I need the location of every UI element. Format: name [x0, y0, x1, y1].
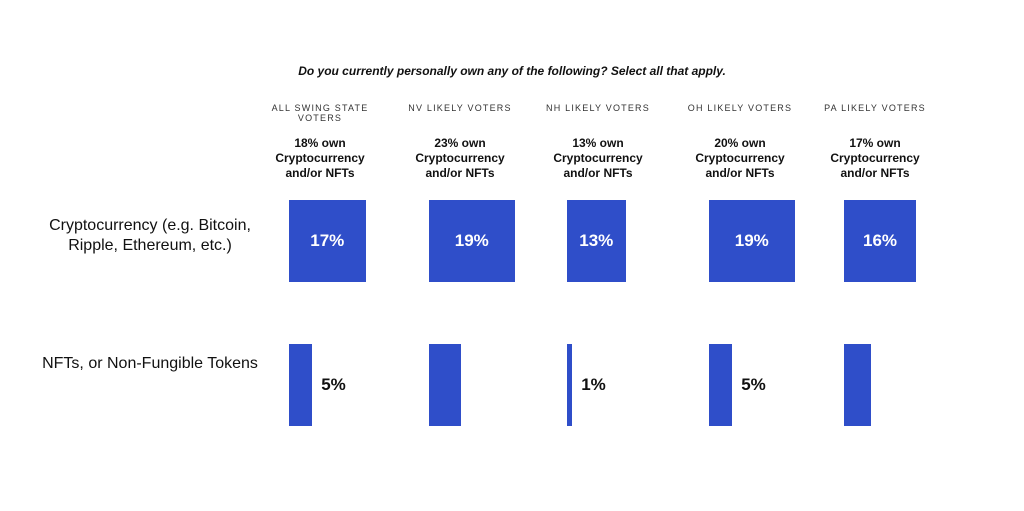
value-label: 19% — [734, 231, 769, 250]
bar — [429, 344, 461, 426]
value-label: 17% — [310, 231, 345, 250]
column-header: NH LIKELY VOTERS — [546, 103, 650, 113]
value-label: 13% — [579, 231, 614, 250]
bar — [709, 200, 795, 282]
bar — [567, 200, 626, 282]
chart-title: Do you currently personally own any of t… — [298, 64, 726, 78]
column-note: 20% own Cryptocurrency and/or NFTs — [695, 136, 785, 180]
bar — [289, 200, 366, 282]
row-label: Cryptocurrency (e.g. Bitcoin, Ripple, Et… — [49, 217, 251, 254]
column-note: 23% own Cryptocurrency and/or NFTs — [415, 136, 505, 180]
column-header: OH LIKELY VOTERS — [687, 103, 793, 113]
column-header: NV LIKELY VOTERS — [408, 103, 512, 113]
bar — [429, 200, 515, 282]
bar — [844, 344, 871, 426]
bar — [844, 200, 916, 282]
value-label: 1% — [581, 375, 606, 394]
value-label: 5% — [321, 375, 346, 394]
value-label: 7% — [470, 375, 495, 394]
value-label: 19% — [454, 231, 489, 250]
bar — [567, 344, 572, 426]
column-header: PA LIKELY VOTERS — [824, 103, 926, 113]
bar — [289, 344, 312, 426]
row-label: NFTs, or Non-Fungible Tokens — [42, 355, 258, 372]
column-note: 18% own Cryptocurrency and/or NFTs — [275, 136, 365, 180]
bar — [709, 344, 732, 426]
column-note: 13% own Cryptocurrency and/or NFTs — [553, 136, 643, 180]
column-note: 17% own Cryptocurrency and/or NFTs — [830, 136, 920, 180]
value-label: 6% — [880, 375, 906, 394]
column-header: ALL SWING STATE VOTERS — [271, 103, 369, 123]
value-label: 16% — [862, 231, 898, 250]
value-label: 5% — [741, 375, 766, 394]
